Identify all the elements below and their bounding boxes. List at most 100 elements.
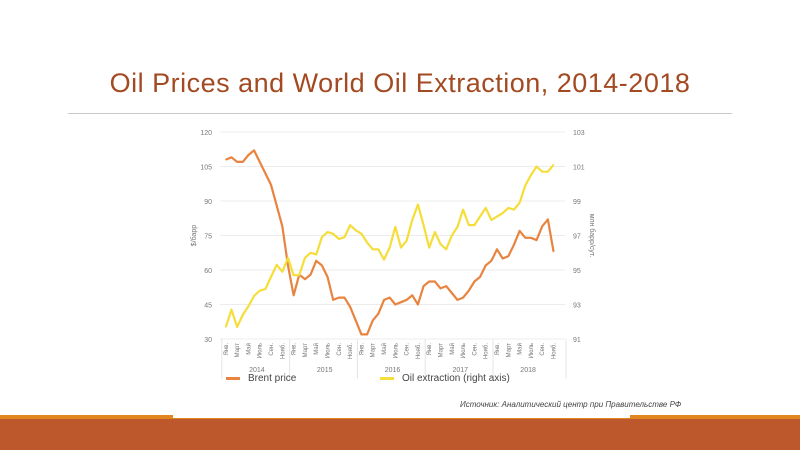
- legend-brent: Brent price: [226, 373, 296, 384]
- extraction-point: [326, 231, 329, 233]
- legend-label-extraction: Oil extraction (right axis): [402, 373, 510, 384]
- extraction-point: [394, 226, 396, 228]
- month-tick-label: Сен.: [540, 343, 546, 356]
- month-tick-label: Май: [245, 343, 252, 355]
- month-tick-label: Май: [449, 343, 456, 355]
- extraction-point: [417, 203, 419, 206]
- extraction-point: [360, 233, 363, 235]
- brent-point: [360, 333, 363, 335]
- extraction-point: [411, 219, 413, 221]
- extraction-point: [485, 207, 487, 209]
- extraction-point: [473, 224, 476, 226]
- extraction-point: [372, 248, 374, 250]
- brent-point: [377, 313, 379, 315]
- legend-extraction: Oil extraction (right axis): [380, 373, 510, 384]
- extraction-point: [519, 202, 521, 204]
- extraction-point: [468, 224, 470, 226]
- brent-point: [253, 149, 255, 151]
- extraction-point: [541, 171, 543, 173]
- extraction-point: [422, 224, 425, 226]
- year-label: 2017: [453, 367, 469, 374]
- extraction-point: [451, 234, 453, 237]
- legend-swatch-extraction: [380, 376, 394, 380]
- extraction-point: [434, 231, 436, 233]
- extraction-point: [490, 219, 492, 221]
- brent-point: [468, 290, 470, 292]
- y2-tick-label: 93: [573, 303, 581, 310]
- month-tick-label: Март: [506, 343, 512, 358]
- extraction-point: [304, 257, 306, 259]
- brent-point: [479, 276, 481, 278]
- brent-point: [259, 161, 261, 163]
- month-tick-label: Май: [517, 343, 524, 355]
- brent-point: [332, 299, 334, 301]
- month-tick-label: Июль: [529, 343, 535, 358]
- extraction-point: [383, 259, 385, 261]
- y-tick-label: 105: [200, 165, 212, 172]
- extraction-point: [253, 295, 255, 297]
- extraction-point: [513, 209, 515, 211]
- brent-point: [372, 320, 374, 322]
- extraction-point: [400, 246, 402, 249]
- y-tick-label: 60: [204, 268, 212, 275]
- year-label: 2016: [385, 367, 401, 374]
- brent-point: [434, 280, 436, 283]
- extraction-point: [247, 305, 250, 307]
- brent-point: [326, 276, 329, 278]
- y2-tick-label: 99: [573, 199, 581, 206]
- y-tick-label: 30: [204, 337, 212, 344]
- extraction-point: [293, 274, 295, 276]
- brent-point: [422, 285, 425, 287]
- y2-tick-label: 101: [573, 165, 585, 172]
- extraction-point: [428, 246, 430, 249]
- extraction-point: [355, 229, 357, 231]
- month-tick-label: Сен.: [269, 343, 275, 356]
- month-tick-label: Сен.: [337, 343, 343, 356]
- extraction-point: [321, 236, 323, 238]
- source-note: Источник: Аналитический центр при Правит…: [460, 400, 682, 409]
- footer-band: [0, 419, 800, 450]
- extraction-point: [439, 243, 442, 245]
- brent-point: [411, 294, 413, 296]
- brent-point: [366, 333, 368, 335]
- brent-point: [428, 280, 430, 283]
- brent-point: [552, 251, 555, 253]
- brent-point: [247, 154, 250, 156]
- extraction-point: [552, 164, 555, 166]
- legend-label-brent: Brent price: [248, 373, 297, 384]
- extraction-point: [535, 165, 538, 168]
- brent-point: [490, 260, 492, 262]
- year-label: 2014: [249, 367, 265, 374]
- extraction-point: [349, 224, 351, 226]
- month-tick-label: Июль: [258, 343, 264, 358]
- month-tick-label: Март: [303, 343, 309, 358]
- y-tick-label: 45: [204, 303, 212, 310]
- brent-point: [541, 225, 543, 227]
- month-tick-label: Июль: [461, 343, 467, 358]
- year-label: 2018: [520, 367, 536, 374]
- y-axis-label: $/барр: [190, 225, 198, 246]
- y-tick-label: 75: [204, 234, 212, 241]
- month-tick-label: Июль: [393, 343, 399, 358]
- brent-point: [394, 303, 396, 306]
- brent-point: [304, 278, 306, 280]
- brent-point: [236, 161, 238, 163]
- brent-point: [502, 257, 504, 260]
- extraction-point: [281, 271, 283, 273]
- extraction-point: [242, 314, 244, 316]
- y2-tick-label: 91: [573, 337, 581, 344]
- month-tick-label: Янв.: [427, 343, 433, 356]
- extraction-point: [530, 174, 532, 176]
- extraction-point: [236, 326, 238, 328]
- extraction-point: [343, 236, 346, 238]
- month-tick-label: Нояб.: [552, 343, 558, 359]
- brent-point: [309, 274, 312, 276]
- brent-point: [496, 248, 498, 250]
- y-tick-label: 90: [204, 199, 212, 206]
- extraction-point: [298, 274, 300, 276]
- brent-point: [485, 264, 487, 266]
- brent-point: [439, 287, 442, 289]
- extraction-point: [524, 184, 526, 187]
- y-tick-label: 120: [200, 130, 212, 137]
- month-tick-label: Янв.: [495, 343, 501, 356]
